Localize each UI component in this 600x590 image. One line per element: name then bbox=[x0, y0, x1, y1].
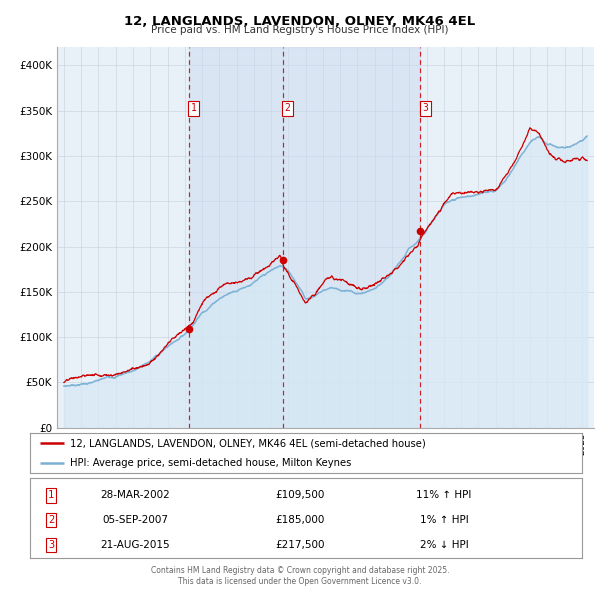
Text: £185,000: £185,000 bbox=[276, 515, 325, 525]
Bar bbox=[283, 47, 420, 428]
Text: 1% ↑ HPI: 1% ↑ HPI bbox=[419, 515, 469, 525]
Text: 2: 2 bbox=[285, 103, 290, 113]
Text: £109,500: £109,500 bbox=[276, 490, 325, 500]
Text: 2: 2 bbox=[48, 515, 54, 525]
Text: This data is licensed under the Open Government Licence v3.0.: This data is licensed under the Open Gov… bbox=[178, 577, 422, 586]
Text: 1: 1 bbox=[48, 490, 54, 500]
Text: 3: 3 bbox=[48, 540, 54, 550]
Text: £217,500: £217,500 bbox=[276, 540, 325, 550]
Text: 12, LANGLANDS, LAVENDON, OLNEY, MK46 4EL: 12, LANGLANDS, LAVENDON, OLNEY, MK46 4EL bbox=[124, 15, 476, 28]
Text: 28-MAR-2002: 28-MAR-2002 bbox=[100, 490, 170, 500]
Text: Price paid vs. HM Land Registry's House Price Index (HPI): Price paid vs. HM Land Registry's House … bbox=[151, 25, 449, 35]
Text: 11% ↑ HPI: 11% ↑ HPI bbox=[416, 490, 472, 500]
Text: 21-AUG-2015: 21-AUG-2015 bbox=[100, 540, 170, 550]
Text: 12, LANGLANDS, LAVENDON, OLNEY, MK46 4EL (semi-detached house): 12, LANGLANDS, LAVENDON, OLNEY, MK46 4EL… bbox=[70, 438, 425, 448]
Text: 3: 3 bbox=[422, 103, 428, 113]
Text: Contains HM Land Registry data © Crown copyright and database right 2025.: Contains HM Land Registry data © Crown c… bbox=[151, 566, 449, 575]
Text: 2% ↓ HPI: 2% ↓ HPI bbox=[419, 540, 469, 550]
Text: 1: 1 bbox=[191, 103, 197, 113]
Bar bbox=[189, 47, 283, 428]
Text: 05-SEP-2007: 05-SEP-2007 bbox=[102, 515, 168, 525]
Text: HPI: Average price, semi-detached house, Milton Keynes: HPI: Average price, semi-detached house,… bbox=[70, 458, 351, 468]
